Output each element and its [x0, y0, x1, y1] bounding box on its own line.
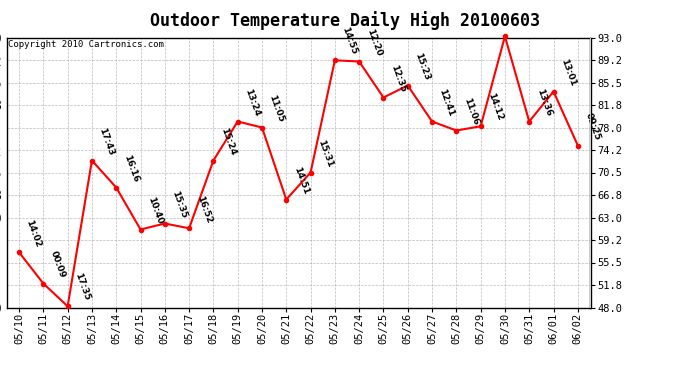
Text: 15:24: 15:24 [219, 126, 237, 156]
Text: Outdoor Temperature Daily High 20100603: Outdoor Temperature Daily High 20100603 [150, 11, 540, 30]
Text: 15:23: 15:23 [413, 51, 431, 81]
Text: 15:35: 15:35 [170, 189, 188, 219]
Text: 12:41: 12:41 [437, 87, 456, 117]
Text: 16:52: 16:52 [195, 194, 213, 224]
Text: 14:12: 14:12 [486, 92, 504, 122]
Text: 11:06: 11:06 [462, 96, 480, 126]
Text: 09:25: 09:25 [583, 111, 602, 141]
Text: 00:09: 00:09 [49, 250, 67, 279]
Text: 10:40: 10:40 [146, 195, 164, 225]
Text: 16:16: 16:16 [121, 153, 140, 183]
Text: 12:20: 12:20 [365, 27, 383, 57]
Text: 15:31: 15:31 [316, 138, 335, 168]
Text: 14:51: 14:51 [292, 165, 310, 195]
Text: 13:48: 13:48 [0, 374, 1, 375]
Text: 14:55: 14:55 [340, 26, 359, 56]
Text: 14:02: 14:02 [25, 218, 43, 248]
Text: 17:35: 17:35 [73, 272, 92, 302]
Text: 17:43: 17:43 [97, 126, 116, 156]
Text: 13:36: 13:36 [535, 87, 553, 117]
Text: 12:35: 12:35 [389, 63, 407, 93]
Text: 11:05: 11:05 [268, 93, 286, 123]
Text: 13:01: 13:01 [559, 57, 578, 87]
Text: Copyright 2010 Cartronics.com: Copyright 2010 Cartronics.com [8, 40, 164, 49]
Text: 13:24: 13:24 [244, 87, 262, 117]
